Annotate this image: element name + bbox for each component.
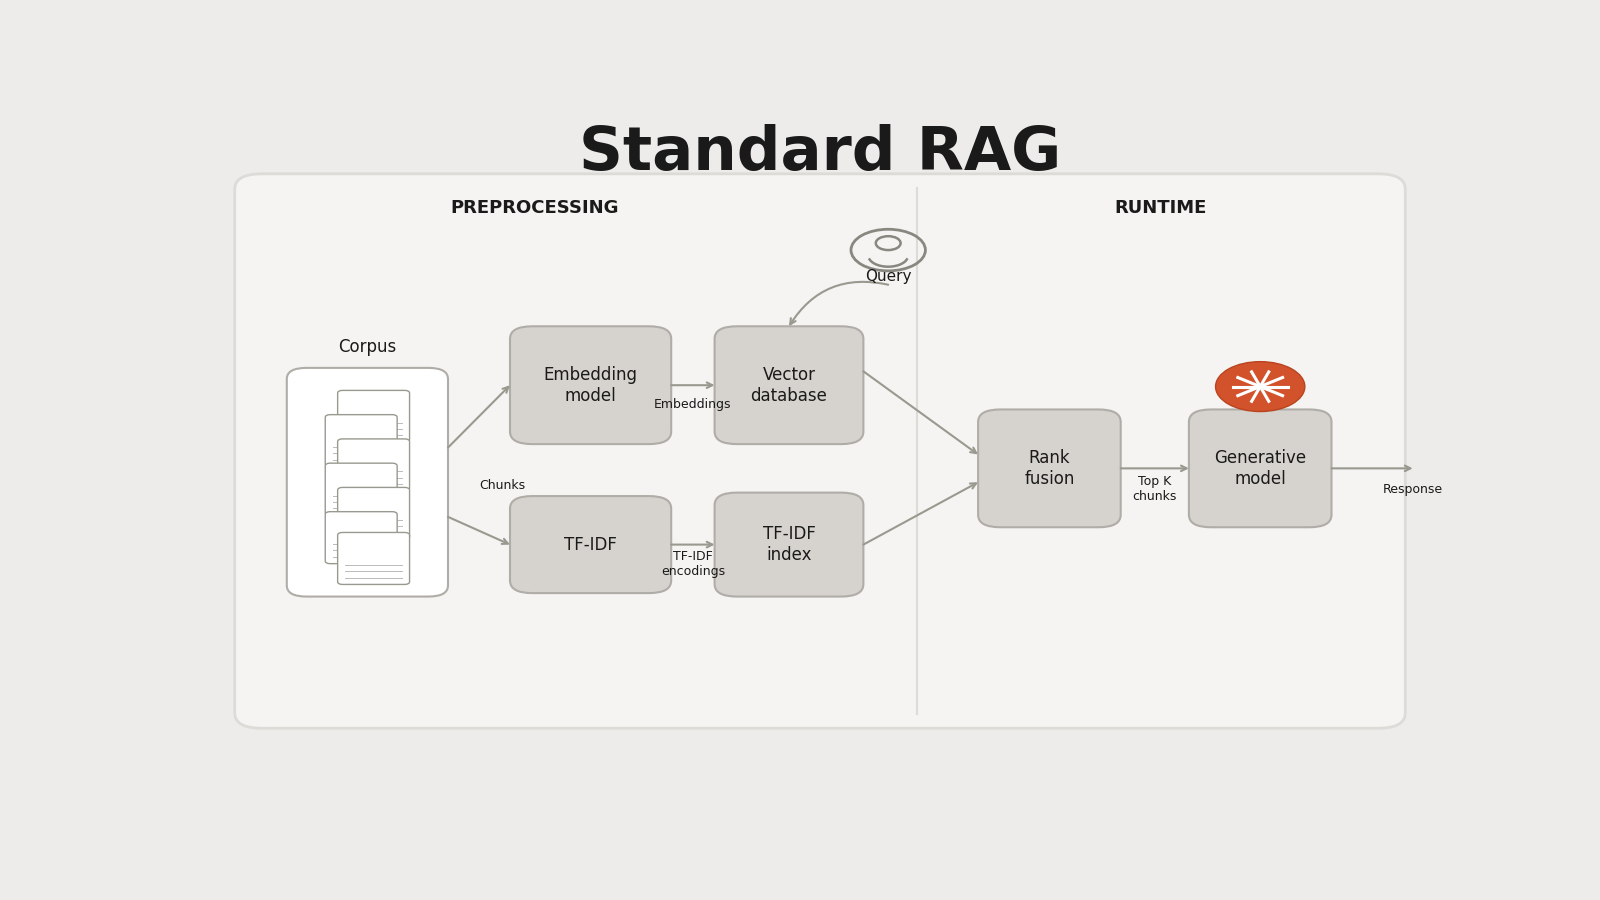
Text: Vector
database: Vector database: [750, 365, 827, 405]
Circle shape: [1216, 362, 1306, 411]
FancyBboxPatch shape: [510, 327, 672, 444]
Text: TF-IDF
encodings: TF-IDF encodings: [661, 550, 725, 578]
FancyBboxPatch shape: [325, 415, 397, 466]
Text: TF-IDF: TF-IDF: [565, 536, 618, 554]
FancyBboxPatch shape: [715, 492, 864, 597]
Text: PREPROCESSING: PREPROCESSING: [451, 200, 619, 218]
Text: Standard RAG: Standard RAG: [579, 123, 1061, 183]
FancyBboxPatch shape: [325, 512, 397, 563]
FancyBboxPatch shape: [338, 391, 410, 443]
Text: Chunks: Chunks: [478, 479, 525, 492]
Text: Top K
chunks: Top K chunks: [1133, 475, 1178, 503]
Text: Query: Query: [866, 269, 912, 284]
FancyBboxPatch shape: [338, 439, 410, 491]
FancyBboxPatch shape: [715, 327, 864, 444]
FancyBboxPatch shape: [338, 533, 410, 584]
FancyBboxPatch shape: [286, 368, 448, 597]
FancyBboxPatch shape: [510, 496, 672, 593]
FancyBboxPatch shape: [338, 488, 410, 539]
Text: Rank
fusion: Rank fusion: [1024, 449, 1075, 488]
FancyBboxPatch shape: [235, 174, 1405, 728]
FancyBboxPatch shape: [1189, 410, 1331, 527]
Text: TF-IDF
index: TF-IDF index: [763, 526, 816, 564]
Text: Embedding
model: Embedding model: [544, 365, 637, 405]
Text: Response: Response: [1382, 482, 1443, 496]
Text: Corpus: Corpus: [338, 338, 397, 356]
FancyBboxPatch shape: [325, 464, 397, 515]
Text: RUNTIME: RUNTIME: [1115, 200, 1206, 218]
Text: Generative
model: Generative model: [1214, 449, 1306, 488]
Text: Embeddings: Embeddings: [654, 398, 731, 411]
FancyBboxPatch shape: [978, 410, 1120, 527]
